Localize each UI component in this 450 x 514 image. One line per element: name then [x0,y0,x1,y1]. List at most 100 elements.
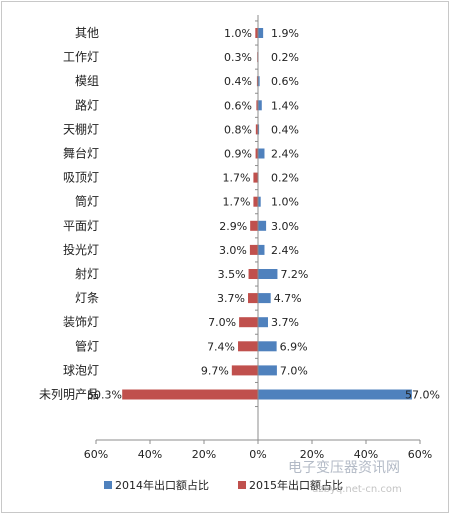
bar-2014 [258,196,261,207]
watermark-text: 电子变压器资讯网 [288,460,400,476]
bar-2014 [258,293,271,304]
legend-label: 2014年出口额占比 [115,478,209,492]
value-label-2014: 4.7% [274,292,302,305]
x-tick-label: 0% [249,448,266,461]
value-label-2014: 0.4% [271,123,299,136]
x-tick-labels: 60% 40% 20% 0% 20% 40% 60% [84,448,432,461]
x-tick-label: 40% [354,448,378,461]
value-label-2014: 3.7% [271,316,299,329]
bar-2014 [258,365,277,376]
category-label: 灯条 [75,291,99,305]
category-label: 路灯 [75,97,99,112]
bar-2014 [258,389,412,400]
bar-2015 [255,124,258,135]
value-label-2015: 7.0% [208,316,236,329]
category-label: 其他 [75,26,99,40]
category-label: 工作灯 [63,50,99,64]
bar-2015 [122,389,258,400]
bar-2015 [253,172,258,183]
legend-label: 2015年出口额占比 [249,478,343,492]
legend-swatch [104,481,112,489]
watermark-url: dzbyq.net-cn.com [312,484,402,495]
bar-2014 [258,317,268,328]
value-label-2015: 1.0% [224,27,252,40]
axes [95,15,421,444]
category-label: 天棚灯 [63,121,99,136]
series-2015-bars [122,28,258,400]
bar-2014 [258,341,277,352]
bar-2014 [258,244,265,255]
value-label-2015: 3.0% [219,244,247,257]
bar-2014 [258,148,265,159]
category-label: 球泡灯 [63,363,99,377]
category-label: 吸顶灯 [63,171,99,185]
value-label-2015: 3.5% [218,268,246,281]
value-label-2015: 0.3% [224,51,252,64]
x-tick-label: 40% [138,448,162,461]
value-label-2014: 1.9% [271,27,299,40]
value-label-2014: 0.2% [271,172,299,185]
value-label-2015: 0.9% [224,148,252,161]
bar-2015 [256,100,258,111]
value-label-2015: 0.6% [224,99,252,112]
series-2014-bars [258,28,412,400]
x-tick-label: 60% [84,448,108,461]
category-label: 未列明产品 [39,388,99,402]
value-label-2014: 2.4% [271,244,299,257]
category-label: 舞台灯 [63,146,99,161]
value-label-2015: 2.9% [219,220,247,233]
value-label-2014: 6.9% [280,340,308,353]
category-label: 筒灯 [75,194,99,209]
category-labels: 其他工作灯模组路灯天棚灯舞台灯吸顶灯筒灯平面灯投光灯射灯灯条装饰灯管灯球泡灯未列… [39,26,99,402]
x-tick-label: 60% [408,448,432,461]
value-labels: 1.0% 1.9% 0.3% 0.2% 0.4% 0.6% 0.6% 1.4% 0.8% 0.4%… [87,27,440,402]
value-label-2015: 50.3% [87,389,122,402]
bar-2015 [239,317,258,328]
bar-2015 [250,220,258,231]
bar-2015 [248,269,258,279]
value-label-2015: 1.7% [222,172,250,185]
value-label-2015: 1.7% [222,196,250,209]
value-label-2014: 0.6% [271,75,299,88]
value-label-2015: 0.4% [224,75,252,88]
bar-2015 [253,196,258,207]
bar-2014 [258,76,260,87]
watermark: 电子变压器资讯网 dzbyq.net-cn.com [288,460,402,495]
value-label-2014: 3.0% [271,220,299,233]
category-label: 投光灯 [63,242,99,257]
legend: 2014年出口额占比 2015年出口额占比 [104,478,343,492]
value-label-2014: 2.4% [271,148,299,161]
bar-2015 [248,293,258,304]
value-label-2014: 0.2% [271,51,299,64]
value-label-2015: 9.7% [201,364,229,377]
category-label: 管灯 [75,338,99,353]
bar-2015 [255,28,258,38]
bar-2015 [255,148,258,159]
category-label: 射灯 [75,266,99,281]
bar-2014 [258,269,278,279]
bar-2014 [258,28,264,38]
bar-2014 [258,124,260,135]
category-label: 平面灯 [63,219,99,233]
value-label-2015: 7.4% [207,340,235,353]
bar-2015 [238,341,258,352]
value-label-2015: 3.7% [217,292,245,305]
value-label-2014: 7.2% [280,268,308,281]
value-label-2014: 7.0% [280,364,308,377]
bar-2015 [249,244,258,255]
bar-2015 [231,365,258,376]
value-label-2014: 1.4% [271,99,299,112]
x-tick-label: 20% [192,448,216,461]
category-label: 模组 [75,74,99,88]
x-tick-label: 20% [300,448,324,461]
bar-2015 [256,76,258,87]
value-label-2014: 1.0% [271,196,299,209]
legend-swatch [238,481,246,489]
value-label-2014: 57.0% [405,389,440,402]
value-label-2015: 0.8% [224,123,252,136]
bar-2014 [258,220,267,231]
category-label: 装饰灯 [63,315,99,329]
bar-2014 [258,100,262,111]
